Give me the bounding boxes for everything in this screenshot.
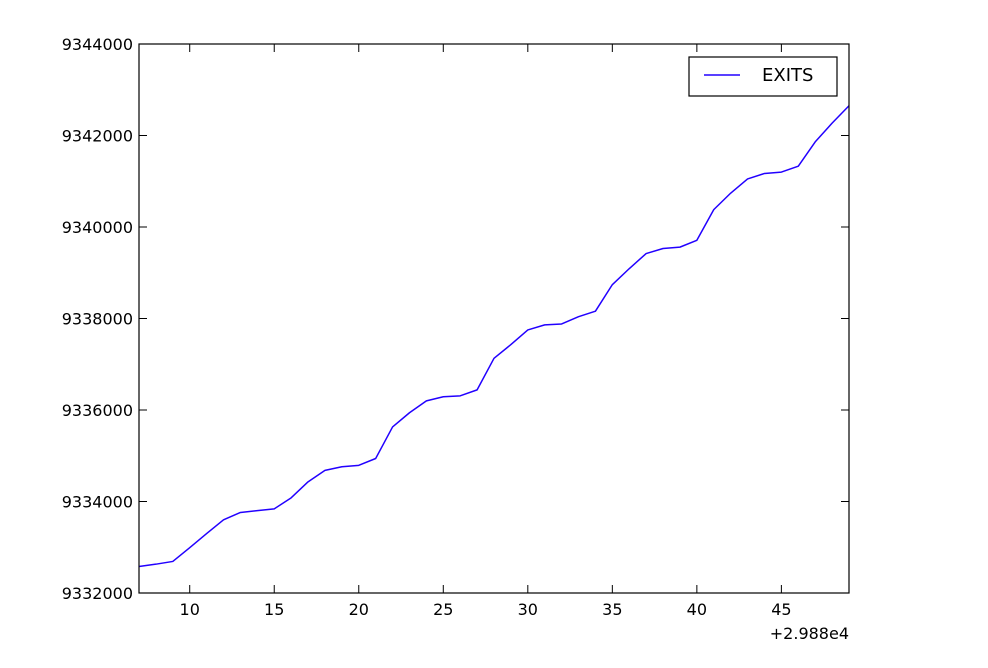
- y-tick-label: 9338000: [62, 310, 133, 329]
- plot-frame: [138, 43, 850, 594]
- y-tick-label: 9332000: [62, 584, 133, 603]
- x-tick-label: 30: [518, 600, 538, 619]
- legend-box: [688, 56, 838, 97]
- y-tick-label: 9342000: [62, 127, 133, 146]
- y-tick-label: 9344000: [62, 35, 133, 54]
- x-axis-offset-label: +2.988e4: [770, 624, 849, 643]
- legend: EXITS: [688, 56, 838, 97]
- series-layer: [138, 105, 850, 568]
- y-tick-label: 9334000: [62, 493, 133, 512]
- plot-background: [139, 44, 849, 593]
- legend-label-exits: EXITS: [762, 65, 813, 86]
- x-tick-label: 25: [433, 600, 453, 619]
- x-tick-label: 10: [180, 600, 200, 619]
- x-tick-label: 35: [602, 600, 622, 619]
- x-tick-label: 40: [687, 600, 707, 619]
- y-tick-label: 9340000: [62, 218, 133, 237]
- x-axis-ticks: 10 15 20 25 30 35 40 45: [180, 44, 792, 619]
- x-tick-label: 45: [771, 600, 791, 619]
- y-tick-label: 9336000: [62, 401, 133, 420]
- x-tick-label: 20: [349, 600, 369, 619]
- x-tick-label: 15: [264, 600, 284, 619]
